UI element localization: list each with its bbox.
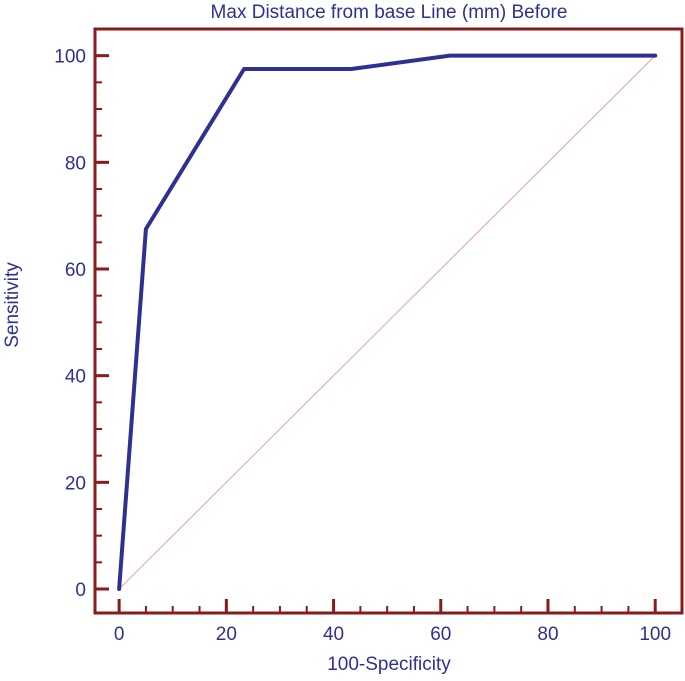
x-tick-label: 60	[430, 624, 451, 645]
x-axis-label: 100-Specificity	[327, 654, 451, 675]
y-tick-label: 80	[65, 153, 86, 174]
x-tick-label: 100	[639, 624, 671, 645]
y-tick-label: 0	[75, 580, 86, 601]
roc-curve-line	[117, 53, 658, 591]
reference-diagonal-line	[118, 55, 656, 590]
y-axis-label: Sensitivity	[2, 262, 23, 348]
x-tick-label: 20	[216, 624, 237, 645]
plot-frame	[93, 27, 684, 615]
y-tick-label: 100	[54, 47, 86, 68]
y-tick-label: 20	[65, 473, 86, 494]
y-tick-label: 40	[65, 367, 86, 388]
x-tick-label: 80	[537, 624, 558, 645]
chart-title: Max Distance from base Line (mm) Before	[211, 2, 568, 23]
x-tick-label: 40	[323, 624, 344, 645]
x-tick-label: 0	[114, 624, 125, 645]
y-tick-label: 60	[65, 260, 86, 281]
